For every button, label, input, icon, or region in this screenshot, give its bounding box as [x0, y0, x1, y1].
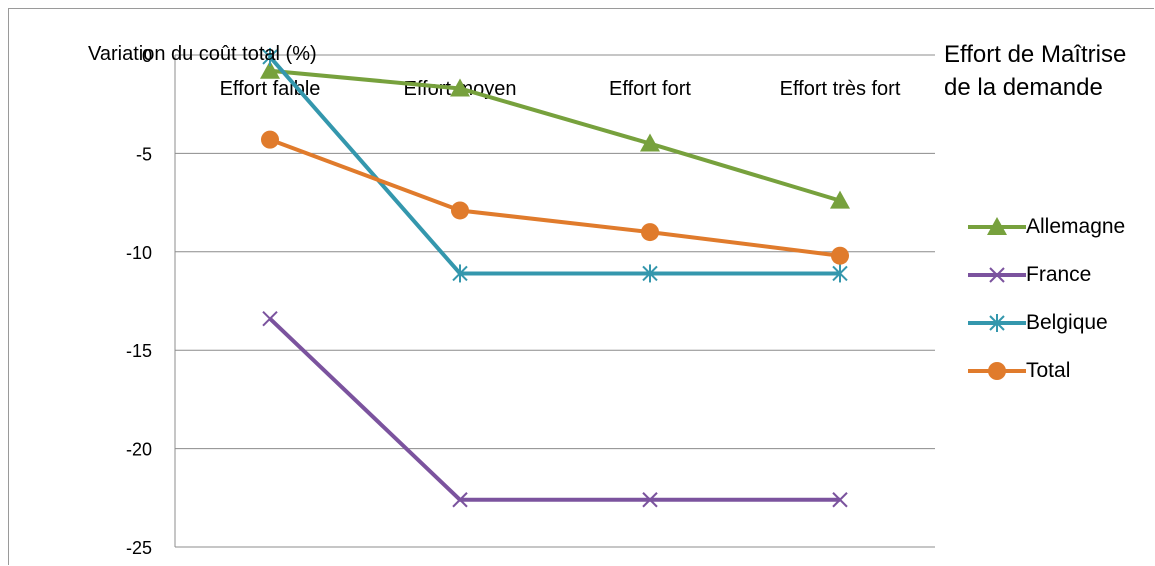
legend-swatch-belgique	[968, 314, 1026, 332]
data-point-allemagne-1	[260, 60, 280, 79]
chart-frame	[8, 8, 1154, 565]
data-point-france-1	[262, 311, 278, 327]
data-point-france-3	[642, 492, 658, 508]
series-line-allemagne	[269, 68, 841, 203]
legend: Allemagne France Belgique Total	[968, 203, 1125, 395]
legend-item-allemagne: Allemagne	[968, 203, 1125, 251]
series-line-total	[269, 137, 841, 258]
data-point-france-2	[452, 492, 468, 508]
data-point-belgique-1	[262, 47, 278, 66]
data-point-total-2	[451, 201, 469, 220]
legend-label-france: France	[1026, 263, 1092, 286]
data-point-belgique-2	[452, 264, 468, 283]
data-point-total-1	[261, 130, 279, 149]
series-line-belgique	[268, 55, 840, 276]
y-tick-labels: 0 -5 -10 -15 -20 -25	[126, 46, 152, 558]
legend-label-allemagne: Allemagne	[1026, 215, 1126, 238]
series-allemagne	[260, 60, 850, 209]
legend-marker	[989, 314, 1005, 332]
data-point-belgique-4	[832, 264, 848, 283]
legend-swatch-total	[968, 362, 1026, 380]
series-total	[261, 130, 849, 265]
legend-marker	[988, 362, 1006, 380]
y-tick-label: -10	[126, 243, 152, 263]
x-tick-label-effort-fort: Effort fort	[609, 78, 691, 100]
data-point-total-4	[831, 246, 849, 265]
legend-item-total: Total	[968, 347, 1125, 395]
x-tick-labels: Effort faible Effort moyen Effort fort Effo…	[220, 78, 901, 100]
legend-item-belgique: Belgique	[968, 299, 1125, 347]
y-tick-label: -20	[126, 440, 152, 460]
series-belgique	[262, 47, 848, 283]
data-point-total-3	[641, 223, 659, 242]
data-point-allemagne-4	[830, 190, 850, 209]
legend-swatch-france	[968, 267, 1026, 283]
legend-item-france: France	[968, 251, 1125, 299]
x-tick-label-effort-tres-fort: Effort très fort	[780, 78, 901, 100]
y-axis-label: Variation du coût total (%)	[88, 43, 317, 65]
series-line-france	[268, 317, 840, 502]
gridlines	[174, 54, 935, 548]
series-france	[262, 311, 848, 508]
y-tick-label: -25	[126, 538, 152, 558]
legend-label-total: Total	[1026, 359, 1071, 382]
legend-marker	[989, 267, 1005, 283]
legend-label-belgique: Belgique	[1026, 311, 1108, 334]
legend-swatch-allemagne	[968, 217, 1026, 235]
y-tick-label: -5	[136, 144, 152, 164]
x-axis-title: Effort de Maîtrise de la demande	[944, 41, 1127, 101]
data-point-belgique-3	[642, 264, 658, 283]
y-tick-label: -15	[126, 341, 152, 361]
legend-marker	[987, 217, 1007, 235]
data-point-allemagne-3	[640, 133, 660, 152]
series-lines	[260, 47, 850, 508]
y-tick-label: 0	[142, 46, 152, 66]
data-point-france-4	[832, 492, 848, 508]
data-point-allemagne-2	[450, 78, 470, 97]
